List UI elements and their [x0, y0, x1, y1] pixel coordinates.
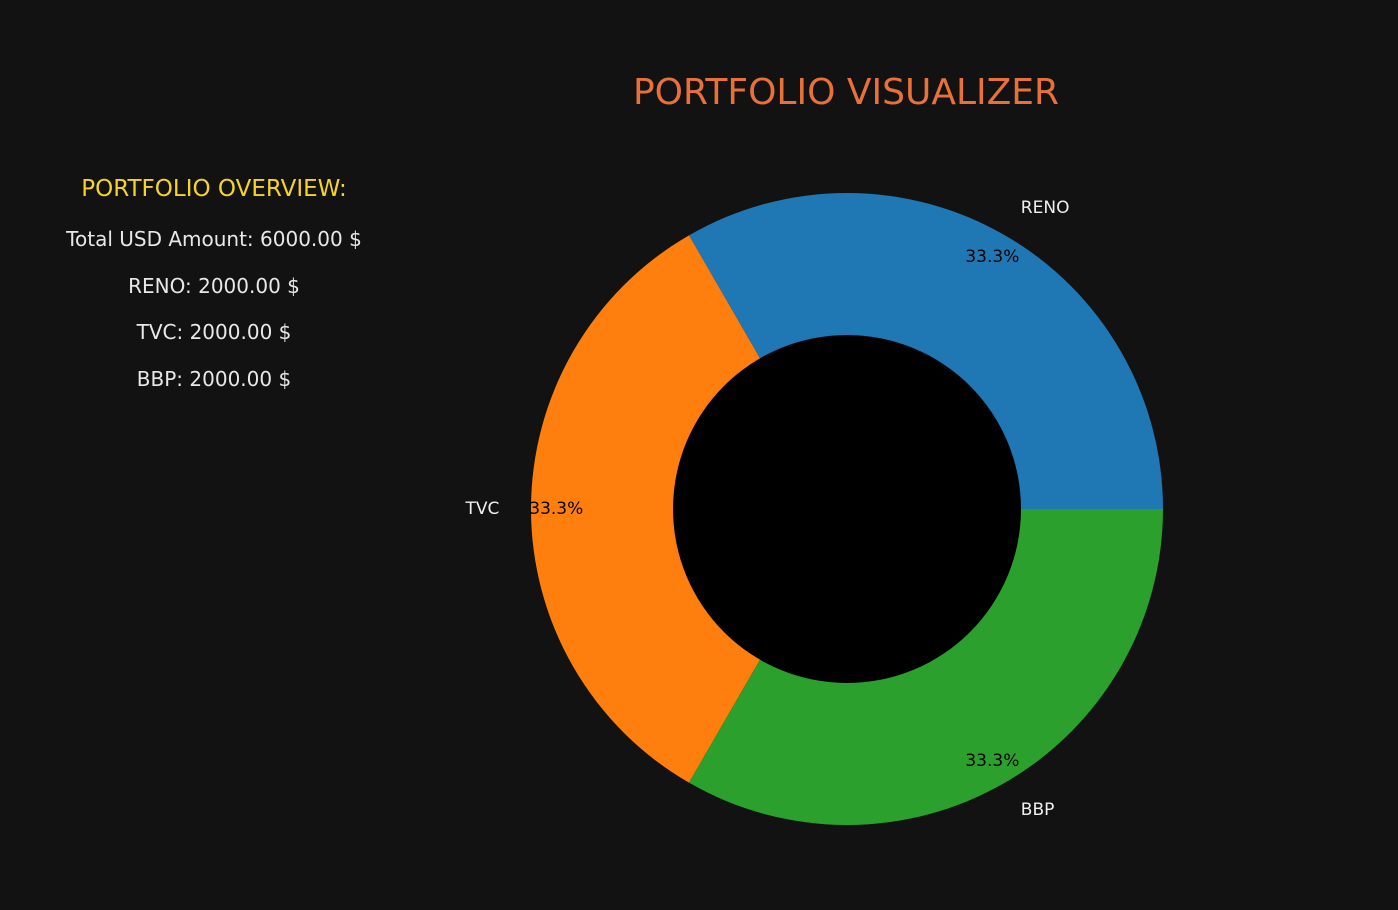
slice-labels: RENO 33.3% TVC 33.3% BBP 33.3%: [465, 198, 1070, 820]
slice-label-bbp: BBP: [1021, 800, 1055, 820]
holding-line-tvc: TVC: 2000.00 $: [136, 320, 292, 344]
total-usd-amount: Total USD Amount: 6000.00 $: [66, 227, 362, 251]
slice-label-tvc: TVC: [465, 499, 500, 519]
slice-label-reno: RENO: [1021, 198, 1070, 218]
holding-line-bbp: BBP: 2000.00 $: [136, 367, 292, 391]
portfolio-overview-panel: PORTFOLIO OVERVIEW: Total USD Amount: 60…: [0, 0, 428, 910]
holding-line-reno: RENO: 2000.00 $: [128, 274, 300, 298]
overview-title: PORTFOLIO OVERVIEW:: [81, 176, 347, 202]
percent-label-reno: 33.3%: [965, 247, 1019, 267]
chart-title: PORTFOLIO VISUALIZER: [633, 72, 1059, 113]
percent-label-bbp: 33.3%: [965, 751, 1019, 771]
donut-hole: [673, 335, 1021, 683]
percent-label-tvc: 33.3%: [529, 499, 583, 519]
